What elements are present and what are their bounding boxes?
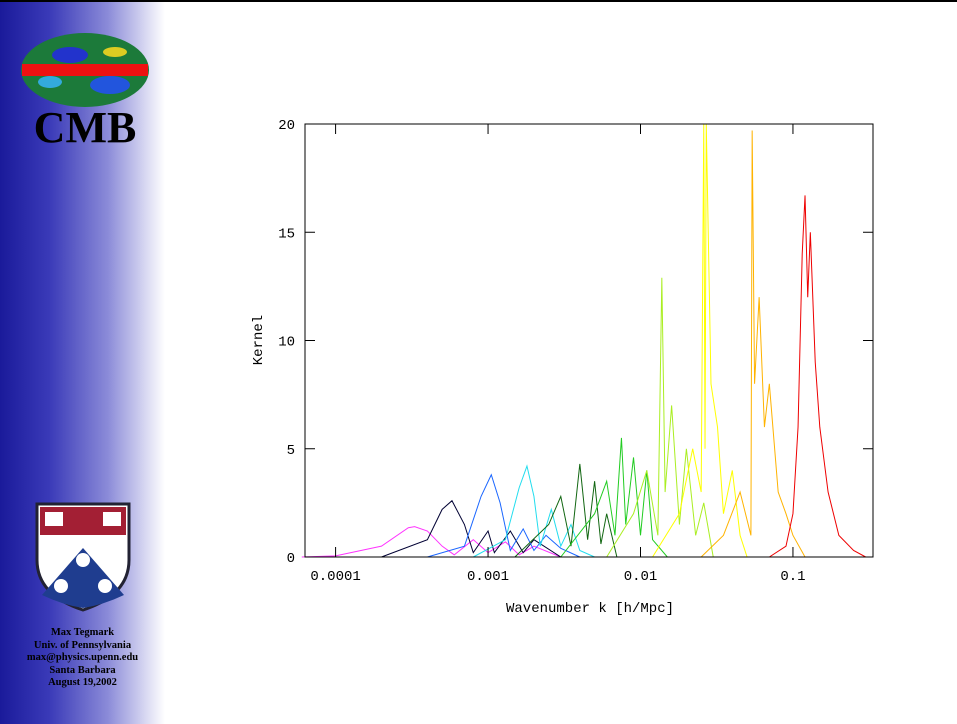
presenter-info: Max Tegmark Univ. of Pennsylvania max@ph…	[0, 627, 165, 690]
logo-text: CMB	[33, 103, 137, 152]
kernel-line	[700, 130, 806, 558]
x-tick-label: 0.01	[624, 569, 658, 585]
x-axis-label: Wavenumber k [h/Mpc]	[506, 601, 674, 617]
kernel-line	[652, 123, 748, 558]
x-tick-label: 0.001	[467, 569, 509, 585]
plot-frame	[304, 123, 874, 558]
y-tick-label: 10	[278, 335, 295, 351]
y-axis-label: Kernel	[251, 315, 267, 365]
x-tick-label: 0.1	[780, 569, 805, 585]
y-tick-label: 5	[287, 443, 295, 459]
info-line: Univ. of Pennsylvania	[33, 639, 132, 651]
kernel-line	[606, 277, 714, 558]
cmb-map	[21, 33, 149, 107]
y-tick-label: 15	[278, 226, 295, 242]
kernel-line	[381, 499, 562, 558]
top-border	[0, 0, 957, 2]
kernel-line	[514, 463, 618, 558]
info-line: August 19,2002	[48, 677, 117, 688]
x-tick-label: 0.0001	[310, 569, 360, 585]
kernel-line	[560, 437, 668, 558]
y-tick-label: 0	[287, 551, 295, 567]
info-line: max@physics.upenn.edu	[26, 652, 139, 663]
kernel-line	[473, 464, 595, 558]
kernel-line	[427, 473, 581, 558]
kernel-line	[769, 195, 866, 558]
y-tick-label: 20	[278, 118, 295, 134]
info-line: Max Tegmark	[50, 627, 115, 638]
info-line: Santa Barbara	[49, 664, 116, 676]
university-shield	[35, 502, 131, 612]
